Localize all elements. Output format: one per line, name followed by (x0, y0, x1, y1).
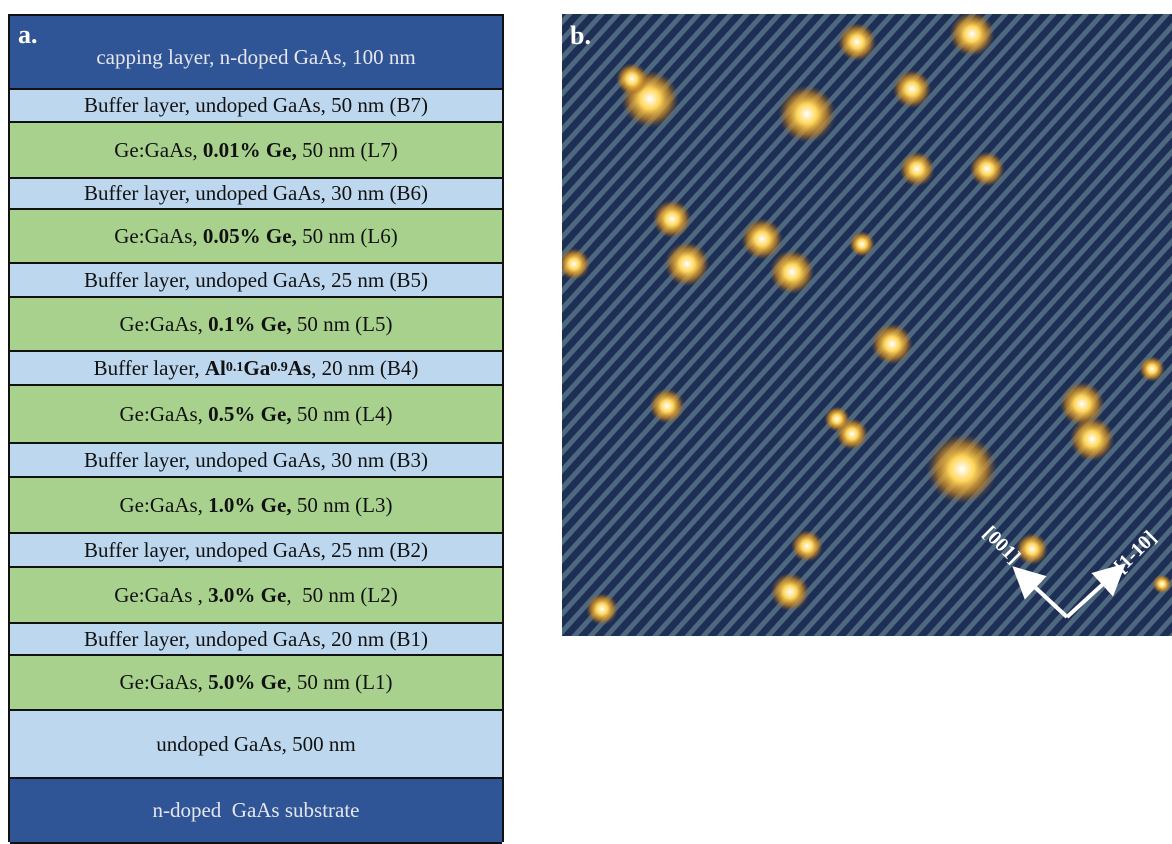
layer: Buffer layer, undoped GaAs, 50 nm (B7) (10, 90, 502, 123)
layer-text: 50 nm (L3) (292, 493, 393, 518)
layer-text: 0.01% Ge, (203, 138, 297, 163)
layer: Ge:GaAs , 3.0% Ge, 50 nm (L2) (10, 568, 502, 624)
page: capping layer, n-doped GaAs, 100 nm Buffe… (0, 0, 1172, 842)
layer: Buffer layer, undoped GaAs, 25 nm (B5) (10, 264, 502, 298)
layer-text: Buffer layer, (94, 356, 205, 381)
layer-text: As (288, 356, 311, 381)
layer-text: 5.0% Ge (208, 670, 286, 695)
layer-text: Buffer layer, undoped GaAs, 30 nm (B6) (84, 181, 428, 206)
adatom (791, 530, 823, 562)
layer-text: Ge:GaAs, (120, 312, 209, 337)
layer-text: Ge:GaAs, (120, 670, 209, 695)
layer-text: 0.05% Ge, (203, 224, 297, 249)
adatom (893, 70, 931, 108)
layer-text: Buffer layer, undoped GaAs, 25 nm (B2) (84, 538, 428, 563)
layer: Ge:GaAs, 0.05% Ge, 50 nm (L6) (10, 210, 502, 264)
adatom (778, 85, 836, 143)
layer: undoped GaAs, 500 nm (10, 711, 502, 779)
layer: Ge:GaAs, 0.1% Ge, 50 nm (L5) (10, 298, 502, 352)
layer-text: 0.9 (270, 360, 288, 376)
layer-text: Ga (243, 356, 270, 381)
panel-label: a. (18, 20, 38, 50)
layer-text: 50 nm (L7) (297, 138, 398, 163)
stm-image: b. [001] [1-10] (562, 14, 1172, 636)
layer-text: Buffer layer, undoped GaAs, 30 nm (B3) (84, 448, 428, 473)
layer-text: capping layer, n-doped GaAs, 100 nm (96, 45, 415, 70)
adatom (1152, 574, 1171, 593)
adatom (586, 593, 618, 625)
layer: Buffer layer, undoped GaAs, 30 nm (B6) (10, 179, 502, 210)
layer-text: 0.1% Ge, (208, 312, 291, 337)
panel-label: b. (570, 21, 591, 50)
layer-stack: capping layer, n-doped GaAs, 100 nm Buffe… (8, 14, 504, 842)
adatom (1139, 356, 1165, 382)
layer: Buffer layer, undoped GaAs, 20 nm (B1) (10, 624, 502, 656)
layer-text: 0.1 (226, 360, 244, 376)
adatom (649, 388, 684, 423)
adatom (741, 218, 783, 260)
layer-text: Ge:GaAs , (114, 583, 208, 608)
adatom (1070, 417, 1115, 462)
layer-text: Ge:GaAs, (120, 402, 209, 427)
adatom (899, 151, 934, 186)
layer: Buffer layer, undoped GaAs, 30 nm (B3) (10, 444, 502, 478)
adatom (838, 23, 876, 61)
layer: Ge:GaAs, 1.0% Ge, 50 nm (L3) (10, 478, 502, 534)
layer-text: 0.5% Ge, (208, 402, 291, 427)
layer: Ge:GaAs, 0.01% Ge, 50 nm (L7) (10, 123, 502, 179)
layer-text: Al (205, 356, 226, 381)
layer-text: Buffer layer, undoped GaAs, 50 nm (B7) (84, 93, 428, 118)
layer: n-doped GaAs substrate (10, 779, 502, 844)
layer-text: undoped GaAs, 500 nm (156, 732, 355, 757)
adatom (616, 63, 648, 95)
adatom (665, 242, 710, 287)
adatom (770, 250, 815, 295)
layer-text: Ge:GaAs, (114, 224, 203, 249)
layer-text: 50 nm (L6) (297, 224, 398, 249)
layer: Ge:GaAs, 0.5% Ge, 50 nm (L4) (10, 386, 502, 444)
adatom (969, 151, 1004, 186)
adatom (771, 573, 809, 611)
layer: Ge:GaAs, 5.0% Ge, 50 nm (L1) (10, 656, 502, 711)
layer-text: , 20 nm (B4) (311, 356, 418, 381)
layer-text: Buffer layer, undoped GaAs, 20 nm (B1) (84, 627, 428, 652)
adatom (824, 406, 850, 432)
adatom (927, 434, 997, 504)
layer: Buffer layer, undoped GaAs, 25 nm (B2) (10, 534, 502, 568)
layer-text: 50 nm (L5) (292, 312, 393, 337)
layer-text: Buffer layer, undoped GaAs, 25 nm (B5) (84, 268, 428, 293)
layer-text: Ge:GaAs, (120, 493, 209, 518)
layer: capping layer, n-doped GaAs, 100 nm (10, 16, 502, 90)
layer-text: Ge:GaAs, (114, 138, 203, 163)
adatom (653, 200, 691, 238)
layer-text: 50 nm (L4) (292, 402, 393, 427)
layer-text: 1.0% Ge, (208, 493, 291, 518)
adatom (871, 323, 913, 365)
layer-text: , 50 nm (L1) (286, 670, 392, 695)
layer-text: 3.0% Ge (208, 583, 286, 608)
adatom (849, 231, 875, 257)
layer-text: n-doped GaAs substrate (152, 798, 359, 823)
layer-text: , 50 nm (L2) (286, 583, 397, 608)
